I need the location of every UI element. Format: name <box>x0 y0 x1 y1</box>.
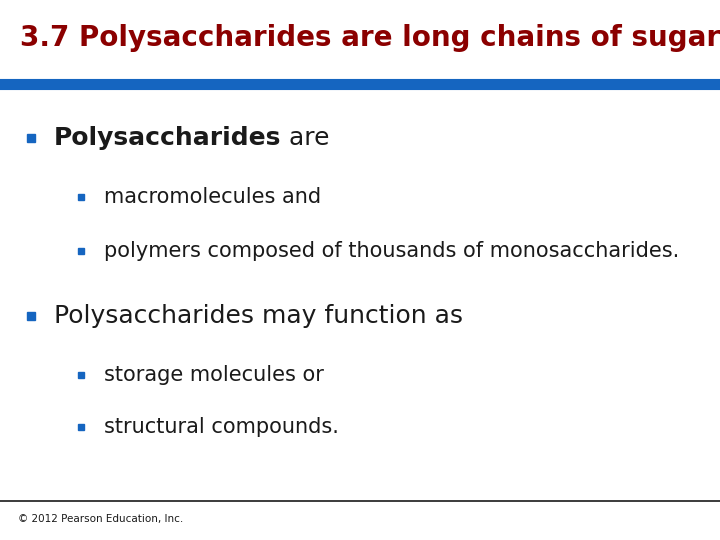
Text: Polysaccharides: Polysaccharides <box>54 126 282 150</box>
Text: 3.7 Polysaccharides are long chains of sugar units: 3.7 Polysaccharides are long chains of s… <box>20 24 720 52</box>
Text: storage molecules or: storage molecules or <box>104 365 324 386</box>
Text: structural compounds.: structural compounds. <box>104 416 339 437</box>
Text: macromolecules and: macromolecules and <box>104 187 322 207</box>
Text: are: are <box>282 126 330 150</box>
Text: polymers composed of thousands of monosaccharides.: polymers composed of thousands of monosa… <box>104 241 680 261</box>
Text: Polysaccharides may function as: Polysaccharides may function as <box>54 304 463 328</box>
Text: © 2012 Pearson Education, Inc.: © 2012 Pearson Education, Inc. <box>18 515 184 524</box>
